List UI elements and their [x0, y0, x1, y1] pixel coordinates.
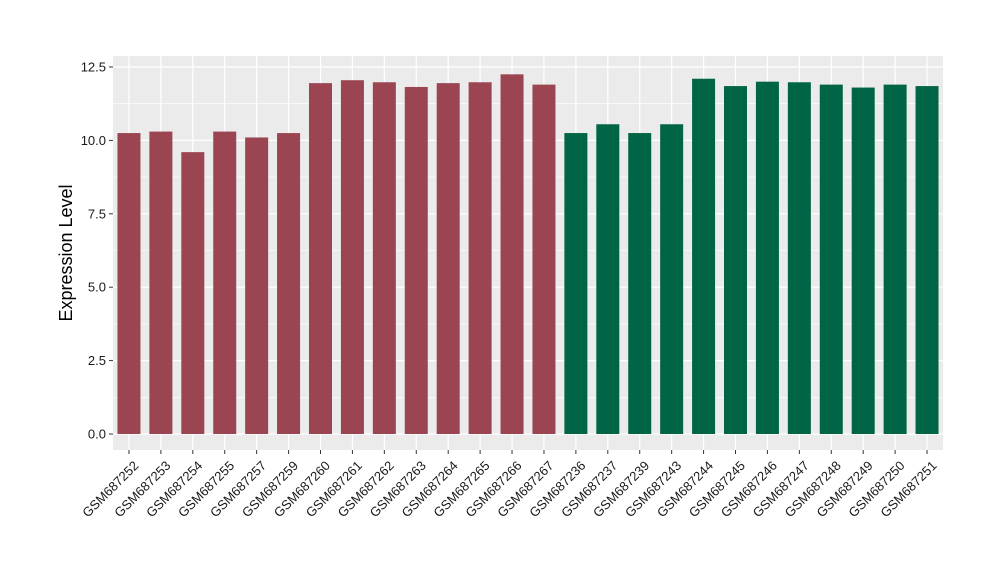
bar-GSM687239 — [628, 133, 652, 434]
bar-GSM687243 — [660, 124, 684, 434]
bar-GSM687259 — [277, 133, 301, 434]
bar-GSM687255 — [213, 131, 237, 435]
y-tick-label: 2.5 — [88, 353, 106, 368]
y-axis-ticks: 0.0 2.5 5.0 7.5 10.0 12.5 — [81, 60, 113, 442]
bar-GSM687251 — [915, 86, 939, 435]
bar-GSM687245 — [724, 86, 747, 435]
plot-panel — [113, 56, 943, 450]
y-axis-title: Expression Level — [56, 184, 76, 321]
bar-GSM687252 — [117, 133, 141, 434]
bar-GSM687254 — [181, 152, 205, 435]
y-tick-label: 10.0 — [81, 133, 106, 148]
bar-GSM687265 — [468, 82, 492, 434]
bar-GSM687257 — [245, 137, 269, 435]
bar-GSM687244 — [692, 78, 716, 434]
bar-GSM687264 — [436, 83, 460, 434]
bar-GSM687267 — [532, 84, 556, 434]
bar-GSM687249 — [851, 87, 875, 434]
y-tick-label: 0.0 — [88, 427, 106, 442]
bar-GSM687262 — [372, 82, 396, 434]
bar-GSM687266 — [500, 74, 524, 434]
bar-GSM687236 — [564, 133, 588, 434]
bars — [117, 74, 939, 435]
bar-GSM687250 — [883, 84, 907, 434]
bar-GSM687263 — [404, 86, 428, 435]
bar-GSM687246 — [755, 81, 779, 435]
bar-GSM687248 — [819, 84, 843, 434]
bar-GSM687253 — [149, 131, 173, 435]
y-tick-label: 5.0 — [88, 280, 106, 295]
x-axis-ticks: GSM687252GSM687253GSM687254GSM687255GSM6… — [79, 450, 940, 520]
bar-GSM687247 — [787, 82, 811, 434]
y-tick-label: 7.5 — [88, 206, 106, 221]
bar-GSM687237 — [596, 124, 620, 434]
bar-GSM687260 — [309, 83, 332, 434]
y-tick-label: 12.5 — [81, 60, 106, 75]
bar-GSM687261 — [340, 80, 364, 434]
